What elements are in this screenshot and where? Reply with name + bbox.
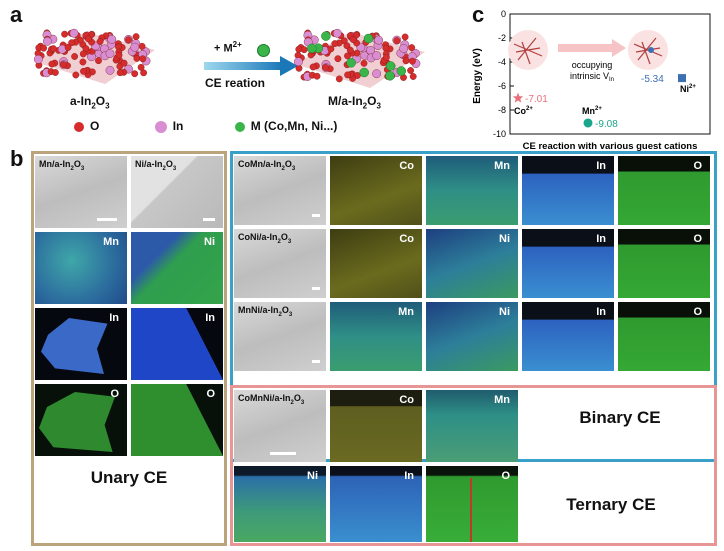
element-label: O (693, 160, 702, 172)
element-label: Mn (398, 306, 414, 318)
binary-map-o: O (618, 302, 710, 371)
binary-map-mn: Mn (330, 302, 422, 371)
series-label-ni: Ni2+ (680, 84, 696, 94)
series-label-mn: Mn2+ (582, 106, 602, 116)
value-label-co: -7.01 (525, 94, 548, 105)
binary-map-o: O (618, 156, 710, 225)
legend-in: In (154, 119, 183, 133)
y-tick-label: -6 (498, 81, 506, 91)
sample-label: CoMn/a-In2O3 (238, 159, 296, 172)
data-point-co (512, 92, 524, 103)
ni-map-o: O (131, 384, 223, 456)
value-label-ni: -5.34 (641, 74, 664, 85)
binary-map-in: In (522, 229, 614, 298)
oxygen-dot-icon (74, 121, 84, 132)
y-tick-label: -4 (498, 57, 506, 67)
reagent-label: + M2+ (214, 40, 242, 55)
mn-map-mn: Mn (35, 232, 127, 304)
binary-map-in: In (522, 302, 614, 371)
element-label: In (596, 306, 606, 318)
element-label: O (693, 233, 702, 245)
chart-ylabel: Energy (eV) (472, 48, 483, 104)
comnni-map-o: O (426, 466, 518, 542)
ni-map-ni: Ni (131, 232, 223, 304)
mn-map-in: In (35, 308, 127, 380)
reaction-arrow-icon (204, 56, 298, 76)
panel-b-letter: b (10, 146, 24, 171)
series-label-co: Co2+ (514, 106, 533, 116)
chart-xlabel: CE reaction with various guest cations (523, 141, 698, 152)
binary-map-ni: Ni (426, 229, 518, 298)
reaction-label: CE reation (205, 76, 266, 90)
legend-m: M (Co,Mn, Ni...) (234, 119, 337, 133)
element-label: Ni (499, 306, 510, 318)
comnni-map-in: In (330, 466, 422, 542)
comnni-sem-image: CoMnNi/a-In2O3 (234, 390, 326, 462)
binary-map-ni: Ni (426, 302, 518, 371)
element-label: Ni (499, 233, 510, 245)
a-in2o3-structure-illustration (33, 28, 155, 84)
scale-bar (270, 452, 296, 455)
data-point-ni (678, 74, 686, 83)
ternary-ce-title: Ternary CE (566, 495, 656, 514)
comnni-map-ni: Ni (234, 466, 326, 542)
mn-map-o: O (35, 384, 127, 456)
scale-bar (312, 214, 320, 217)
element-label: In (596, 160, 606, 172)
sample-label: CoNi/a-In2O3 (238, 232, 292, 245)
scale-bar (97, 218, 117, 221)
y-tick-label: 0 (501, 9, 506, 19)
sample-label: MnNi/a-In2O3 (238, 305, 293, 318)
panel-c-letter: c (472, 2, 485, 27)
mn-sem-image: Mn/a-In2O3 (35, 156, 127, 228)
element-label: Co (399, 160, 414, 172)
m-a-in2o3-structure-illustration (293, 28, 425, 88)
y-tick-label: -2 (498, 33, 506, 43)
comnni-map-mn: Mn (426, 390, 518, 462)
element-label: Mn (494, 160, 510, 172)
value-label-mn: -9.08 (595, 119, 618, 130)
comnni-map-co: Co (330, 390, 422, 462)
binary-map-co: Co (330, 156, 422, 225)
scale-bar (312, 287, 320, 290)
unary-ce-box (31, 151, 227, 546)
atom-legend: O In M (Co,Mn, Ni...) (74, 119, 337, 133)
binary-map-mn: Mn (426, 156, 518, 225)
binary-ce-title: Binary CE (579, 408, 661, 427)
binary-sem-image: MnNi/a-In2O3 (234, 302, 326, 371)
y-tick-label: -10 (493, 129, 506, 139)
annotation-line1: occupying (572, 60, 613, 70)
annotation-line2: intrinsic VIn (570, 71, 614, 83)
element-label: In (596, 233, 606, 245)
indium-dot-icon (154, 120, 167, 133)
binary-map-o: O (618, 229, 710, 298)
binary-map-co: Co (330, 229, 422, 298)
binary-sem-image: CoMn/a-In2O3 (234, 156, 326, 225)
ternary-ce-box (230, 385, 717, 546)
y-tick-label: -8 (498, 105, 506, 115)
guest-cation-icon (257, 44, 270, 57)
product-label: M/a-In2O3 (328, 94, 381, 111)
scale-bar (203, 218, 215, 221)
plot-frame (509, 13, 711, 135)
unary-ce-title: Unary CE (90, 468, 168, 487)
element-label: Co (399, 233, 414, 245)
ni-sem-image: Ni/a-In2O3 (131, 156, 223, 228)
scale-bar (312, 360, 320, 363)
binary-sem-image: CoNi/a-In2O3 (234, 229, 326, 298)
panel-a-letter: a (10, 2, 23, 27)
occupying-arrow-icon (558, 39, 626, 57)
metal-dot-icon (234, 121, 245, 132)
legend-o: O (74, 119, 99, 133)
reactant-label: a-In2O3 (70, 94, 110, 111)
binary-map-in: In (522, 156, 614, 225)
data-point-mn (583, 118, 593, 128)
element-label: O (693, 306, 702, 318)
ni-map-in: In (131, 308, 223, 380)
